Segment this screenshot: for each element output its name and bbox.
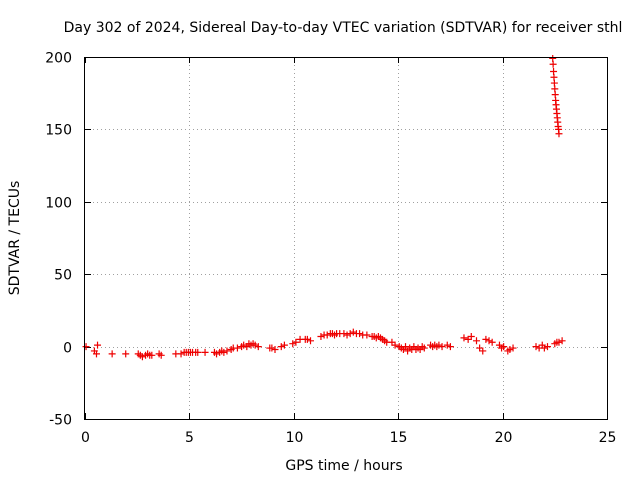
data-point [346, 330, 354, 338]
data-point [138, 353, 146, 361]
y-axis-label: SDTVAR / TECUs [7, 181, 23, 296]
axis-ticks [85, 57, 608, 420]
data-point [473, 337, 480, 345]
data-point [177, 350, 185, 358]
x-tick-labels: 0 5 10 15 20 25 [81, 430, 616, 446]
data-point [438, 343, 446, 351]
data-point [220, 348, 228, 356]
data-point [201, 348, 209, 356]
data-point [108, 350, 116, 358]
data-point [268, 344, 276, 352]
x-tick-label: 5 [185, 430, 194, 446]
data-point [488, 338, 496, 346]
data-point [467, 332, 475, 340]
data-point [402, 343, 410, 351]
data-point [549, 60, 557, 68]
x-axis-label: GPS time / hours [285, 458, 402, 474]
data-point [233, 344, 241, 352]
data-point [540, 344, 548, 352]
data-point [446, 343, 454, 351]
data-point [148, 351, 156, 359]
data-point [157, 351, 165, 359]
data-point [479, 347, 487, 355]
data-point [223, 347, 231, 355]
data-point [82, 343, 90, 351]
data-point [317, 332, 325, 340]
y-tick-label: 100 [45, 196, 72, 212]
data-point [343, 331, 351, 339]
data-point [506, 345, 514, 353]
y-tick-label: 50 [54, 268, 72, 284]
y-tick-label: -50 [49, 413, 72, 429]
data-point [435, 341, 443, 349]
data-point [92, 350, 100, 358]
data-point [254, 343, 262, 351]
data-point [485, 337, 493, 345]
data-point [277, 343, 285, 351]
data-point [271, 345, 279, 353]
data-point [194, 348, 202, 356]
chart-title: Day 302 of 2024, Sidereal Day-to-day VTE… [64, 20, 623, 36]
data-point [292, 338, 300, 346]
data-point [363, 331, 371, 339]
data-point [356, 330, 364, 338]
data-point [340, 330, 348, 338]
data-point [443, 341, 451, 349]
x-tick-label: 20 [495, 430, 513, 446]
data-point [122, 350, 130, 358]
data-point [349, 328, 357, 336]
y-tick-labels: -50 0 50 100 150 200 [45, 51, 72, 429]
data-point [303, 335, 311, 343]
data-point [555, 130, 563, 138]
data-point [460, 334, 468, 342]
data-point [391, 341, 399, 349]
data-point [420, 344, 428, 352]
x-tick-label: 25 [599, 430, 617, 446]
data-point [289, 340, 297, 348]
data-point [94, 341, 102, 349]
data-points [82, 54, 566, 361]
x-tick-label: 0 [81, 430, 90, 446]
data-point [500, 343, 508, 351]
y-tick-label: 150 [45, 123, 72, 139]
data-point [307, 337, 315, 345]
x-tick-label: 10 [286, 430, 304, 446]
data-point [213, 350, 221, 358]
y-tick-label: 0 [63, 341, 72, 357]
data-point [251, 341, 259, 349]
data-point [558, 337, 566, 345]
data-point [280, 341, 288, 349]
data-point [509, 344, 517, 352]
data-point [555, 338, 563, 346]
data-point [532, 343, 540, 351]
plot-frame [84, 57, 608, 420]
data-point [323, 331, 331, 339]
data-point [240, 341, 248, 349]
grid-lines [85, 57, 607, 419]
x-tick-label: 15 [390, 430, 408, 446]
y-tick-label: 200 [45, 51, 72, 67]
data-point [482, 335, 490, 343]
data-point [543, 343, 551, 351]
